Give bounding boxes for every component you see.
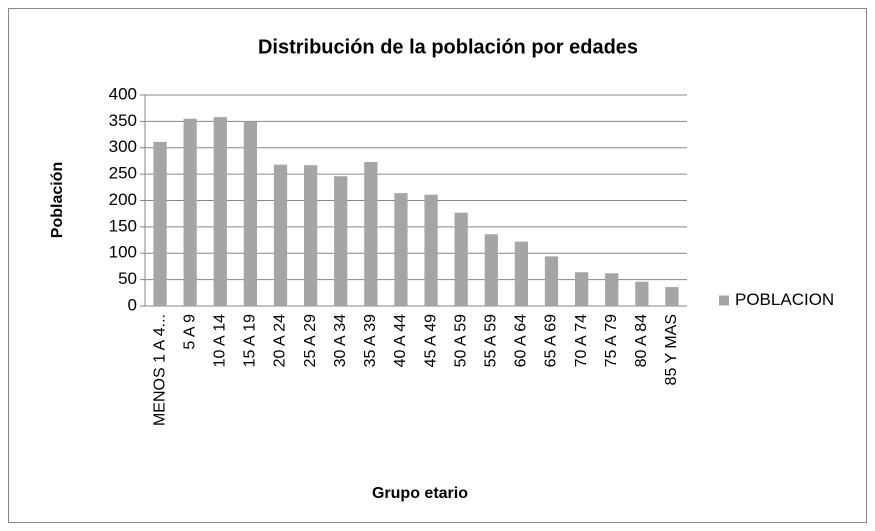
x-tick-label: 30 A 34: [332, 314, 349, 367]
x-tick-label: 65 A 69: [543, 314, 560, 367]
x-tick-label: 15 A 19: [242, 314, 259, 367]
bar: [605, 273, 619, 306]
bar: [635, 281, 649, 306]
bar: [544, 256, 559, 306]
bar: [454, 212, 468, 306]
bar: [243, 121, 258, 306]
chart-title: Distribución de la población por edades: [258, 36, 638, 58]
x-tick-label: 70 A 74: [573, 314, 590, 367]
x-tick-label: 60 A 64: [513, 314, 530, 367]
y-tick-label: 350: [109, 111, 137, 130]
x-tick-label: 20 A 24: [272, 314, 289, 367]
x-tick-label: 25 A 29: [302, 314, 319, 367]
x-tick-label: 85 Y MAS: [663, 314, 680, 385]
y-tick-label: 250: [109, 164, 137, 183]
bar: [183, 118, 197, 306]
bar: [484, 234, 498, 306]
bar: [153, 141, 167, 306]
x-tick-label: 55 A 59: [482, 314, 499, 367]
bar: [364, 161, 378, 306]
x-tick-label: 80 A 84: [633, 314, 650, 367]
bar: [213, 117, 227, 306]
x-tick-label: 50 A 59: [452, 314, 469, 367]
bar: [424, 194, 438, 306]
x-tick-label: MENOS 1 A 4...: [151, 314, 168, 426]
x-tick-label: 10 A 14: [211, 314, 228, 367]
legend-label: POBLACION: [735, 290, 834, 309]
x-tick-label: 45 A 49: [422, 314, 439, 367]
bar: [334, 176, 348, 306]
y-tick-label: 0: [128, 295, 137, 314]
y-tick-label: 100: [109, 243, 137, 262]
x-tick-label: 5 A 9: [181, 314, 198, 350]
bar: [574, 272, 589, 306]
legend-swatch: [719, 295, 729, 306]
y-axis-label: Población: [49, 162, 66, 238]
bar: [303, 165, 318, 306]
y-tick-label: 150: [109, 216, 137, 235]
x-tick-label: 75 A 79: [603, 314, 620, 367]
y-tick-label: 400: [109, 84, 137, 103]
bar: [273, 164, 288, 306]
bar: [665, 287, 679, 306]
x-axis-label: Grupo etario: [372, 485, 468, 502]
x-tick-label: 35 A 39: [362, 314, 379, 367]
x-tick-label: 40 A 44: [392, 314, 409, 367]
bar: [394, 193, 408, 306]
bar: [514, 241, 529, 306]
y-tick-label: 50: [118, 269, 137, 288]
y-tick-label: 300: [109, 137, 137, 156]
y-tick-label: 200: [109, 190, 137, 209]
